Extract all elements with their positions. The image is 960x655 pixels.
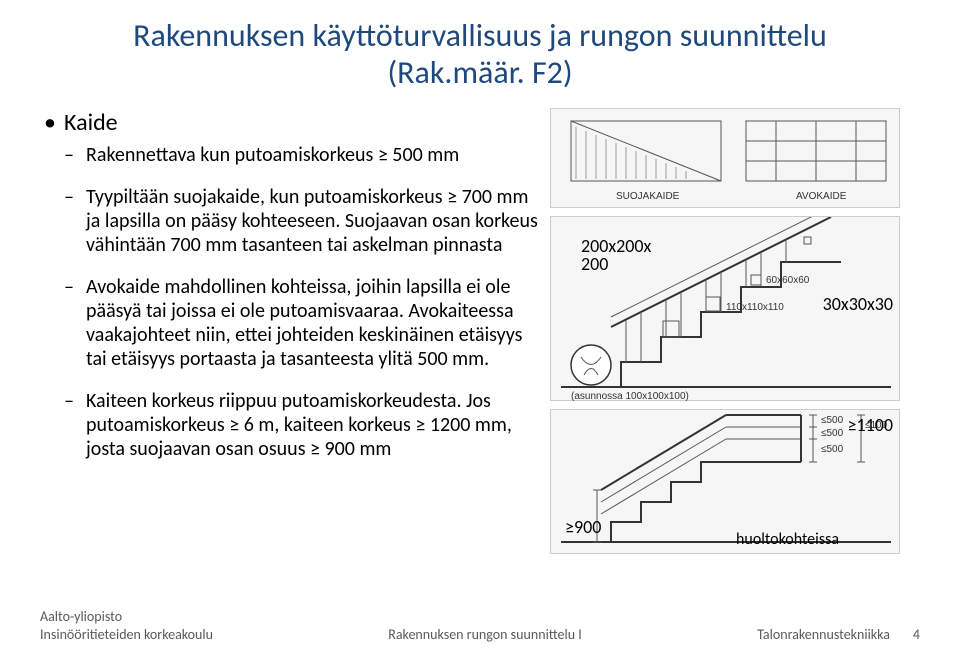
bullet-column: Kaide Rakennettava kun putoamiskorkeus ≥… <box>40 108 540 554</box>
label-suojakaide: SUOJAKAIDE <box>616 191 680 202</box>
svg-text:≤500: ≤500 <box>821 428 844 439</box>
footer-page: 4 <box>890 626 920 643</box>
title-line-1: Rakennuksen käyttöturvallisuus ja rungon… <box>133 16 827 55</box>
subbullet-4: Kaiteen korkeus riippuu putoamiskorkeude… <box>64 389 540 461</box>
content-row: Kaide Rakennettava kun putoamiskorkeus ≥… <box>40 108 920 554</box>
label-avokaide: AVOKAIDE <box>796 191 847 202</box>
svg-text:≤500: ≤500 <box>821 444 844 455</box>
footer-aff-2: Insinööritieteiden korkeakoulu <box>40 626 300 644</box>
title-line-2: (Rak.määr. F2) <box>387 53 572 92</box>
svg-text:60x60x60: 60x60x60 <box>766 275 810 286</box>
bullet-kaide: Kaide Rakennettava kun putoamiskorkeus ≥… <box>40 108 540 461</box>
annot-900: ≥900 <box>565 518 601 537</box>
subbullet-2: Tyypiltään suojakaide, kun putoamiskorke… <box>64 185 540 257</box>
svg-text:≤500: ≤500 <box>821 415 844 426</box>
slide: Rakennuksen käyttöturvallisuus ja rungon… <box>0 0 960 655</box>
figure-middle: 200x200x 200 30x30x30 <box>550 216 900 401</box>
footer: Aalto-yliopisto Insinööritieteiden korke… <box>0 608 960 643</box>
annot-huolto: huoltokohteissa <box>736 532 839 549</box>
subbullet-3: Avokaide mahdollinen kohteissa, joihin l… <box>64 275 540 371</box>
annot-1100: ≥1100 <box>848 416 893 435</box>
svg-text:(asunnossa 100x100x100): (asunnossa 100x100x100) <box>571 391 689 402</box>
annot-200: 200x200x 200 <box>581 237 651 275</box>
footer-affiliation: Aalto-yliopisto Insinööritieteiden korke… <box>40 608 300 643</box>
footer-aff-1: Aalto-yliopisto <box>40 608 300 626</box>
footer-course: Rakennuksen rungon suunnittelu I <box>300 626 670 643</box>
subbullet-1: Rakennettava kun putoamiskorkeus ≥ 500 m… <box>64 143 540 167</box>
figure-column: SUOJAKAIDE AVOKAIDE 200x200x 200 30x30x3… <box>550 108 920 554</box>
footer-topic: Talonrakennustekniikka <box>670 626 890 643</box>
bullet-kaide-label: Kaide <box>64 108 118 137</box>
annot-30: 30x30x30 <box>823 295 893 314</box>
figure-top: SUOJAKAIDE AVOKAIDE <box>550 108 900 208</box>
figure-bottom: ≥900 ≥1100 <box>550 409 900 554</box>
svg-text:110x110x110: 110x110x110 <box>726 302 784 313</box>
slide-title: Rakennuksen käyttöturvallisuus ja rungon… <box>40 18 920 92</box>
